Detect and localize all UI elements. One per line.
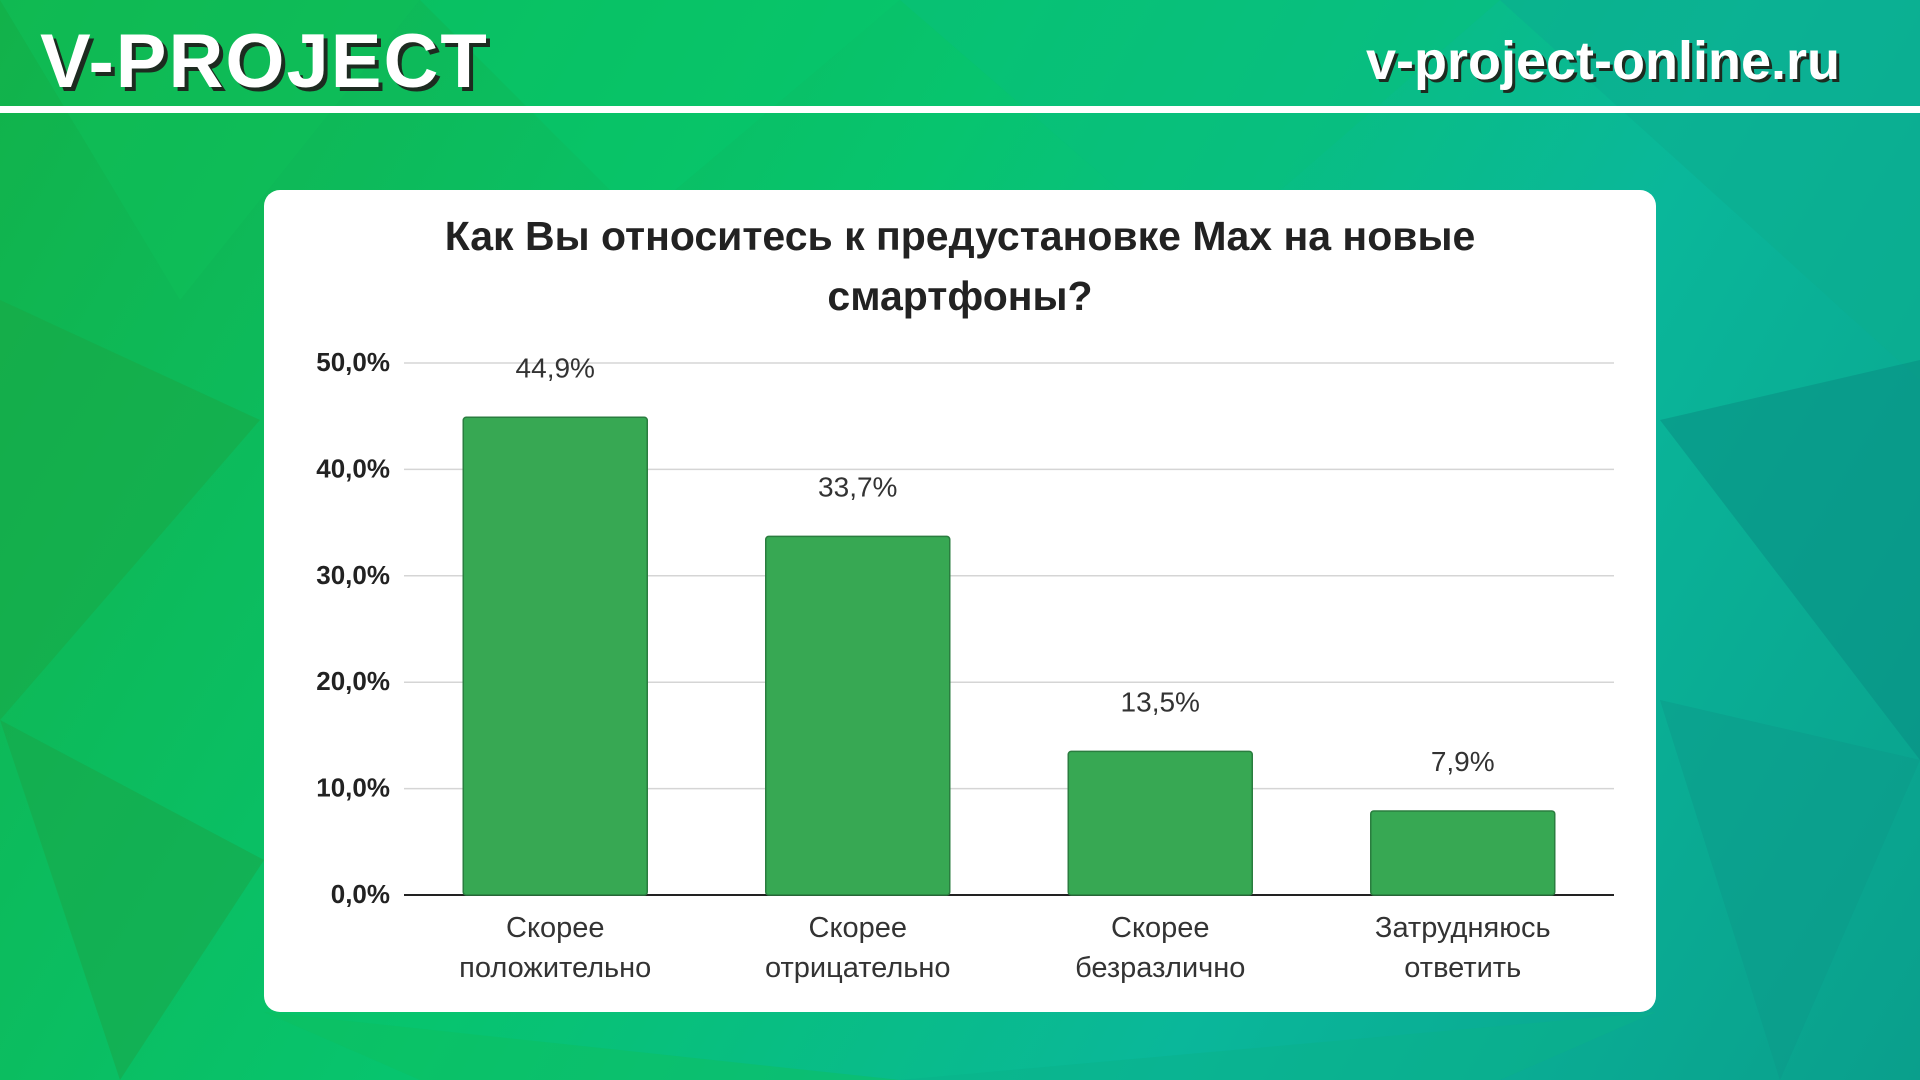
y-tick-label: 30,0%	[316, 560, 390, 590]
data-label: 7,9%	[1431, 746, 1495, 777]
x-tick-label: Скорее	[506, 912, 604, 944]
bar	[462, 416, 648, 896]
x-tick-label: ответить	[1404, 952, 1521, 984]
data-label: 13,5%	[1121, 686, 1200, 717]
bar-chart: 0,0% 10,0% 20,0% 30,0% 40,0% 50,0% 44,9% Скорее…	[316, 347, 1614, 984]
chart-title: Как Вы относитесь к предустановке Max на…	[264, 206, 1656, 326]
site-url[interactable]: v-project-online.ru	[1365, 31, 1840, 91]
chart-card: Как Вы относитесь к предустановке Max на…	[264, 190, 1656, 1012]
x-tick-label: Скорее	[1111, 912, 1209, 944]
x-tick-label: положительно	[459, 952, 651, 984]
brand-logo[interactable]: V-PROJECT	[40, 19, 489, 104]
y-tick-label: 40,0%	[316, 453, 390, 483]
bar	[1067, 750, 1253, 896]
y-tick-label: 0,0%	[331, 879, 390, 909]
chart-title-line-2: смартфоны?	[827, 273, 1093, 319]
data-label: 33,7%	[818, 471, 897, 502]
y-tick-label: 10,0%	[316, 773, 390, 803]
x-tick-label: отрицательно	[765, 952, 951, 984]
bar	[765, 535, 951, 896]
x-tick-label: безразлично	[1075, 952, 1245, 984]
x-tick-label: Затрудняюсь	[1375, 912, 1551, 944]
header-divider	[0, 106, 1920, 113]
bar	[1370, 810, 1556, 896]
data-label: 44,9%	[516, 352, 595, 383]
y-tick-label: 20,0%	[316, 666, 390, 696]
y-tick-label: 50,0%	[316, 347, 390, 377]
x-tick-label: Скорее	[809, 912, 907, 944]
chart-title-line-1: Как Вы относитесь к предустановке Max на…	[444, 213, 1476, 259]
